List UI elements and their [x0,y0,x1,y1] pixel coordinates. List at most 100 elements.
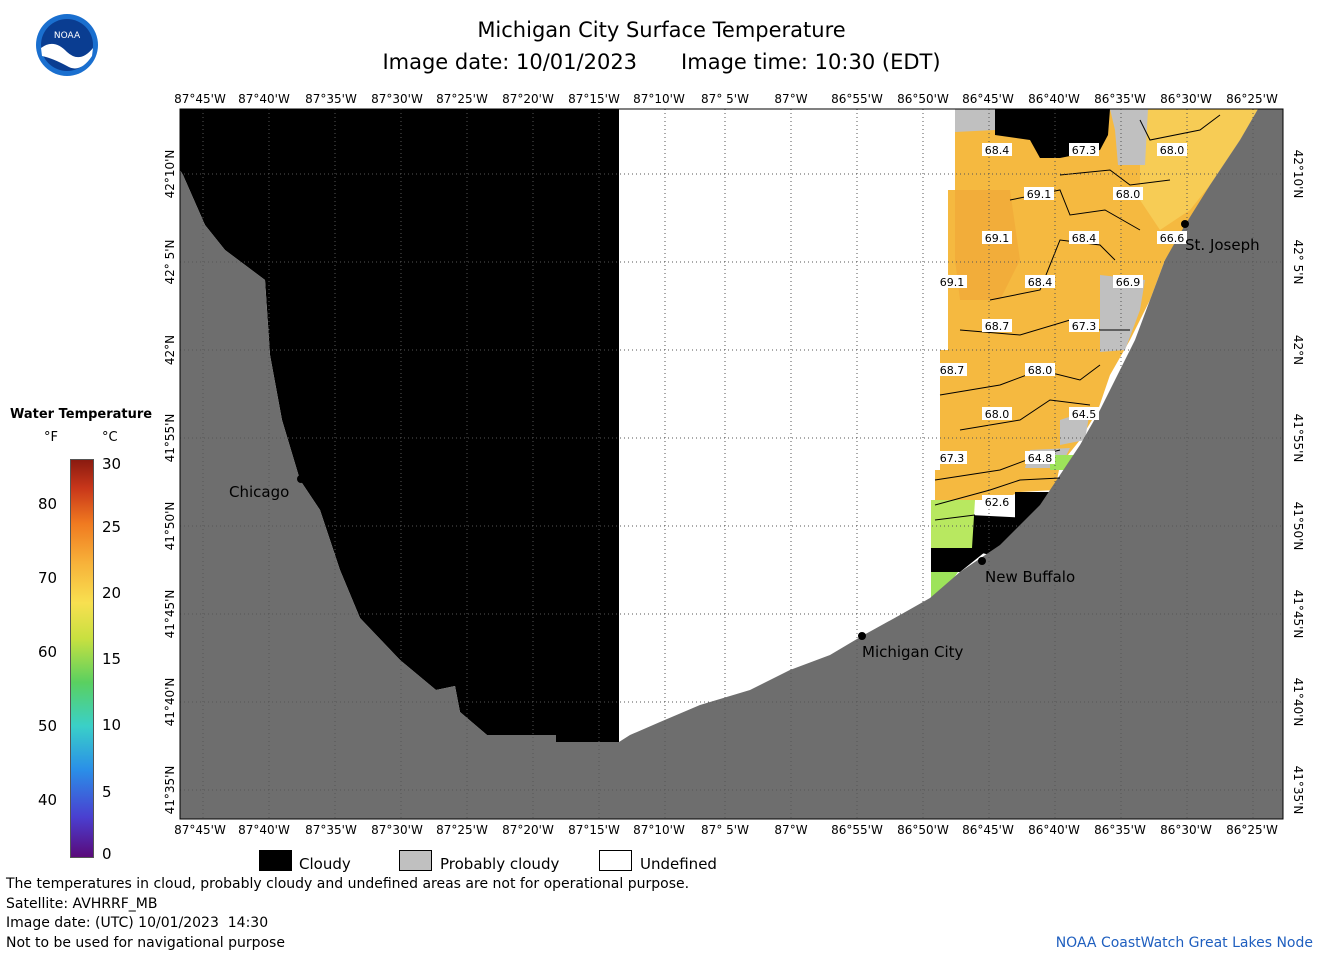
isotherm-label: 66.6 [1160,232,1185,245]
isotherm-label: 62.6 [985,496,1010,509]
scale-tick-c: 25 [102,518,122,536]
isotherm-label: 68.0 [1116,188,1141,201]
lon-label-bottom: 87°W [774,823,807,837]
image-time: Image time: 10:30 (EDT) [681,50,941,74]
cool-water-region [931,500,975,548]
lat-label-right: 41°55'N [1291,414,1305,463]
scale-tick-c: 5 [102,783,112,801]
scale-tick-c: 0 [102,845,112,863]
lat-label-right: 41°45'N [1291,590,1305,639]
cloudy-region-west [180,109,619,742]
lat-label-right: 41°50'N [1291,502,1305,551]
lon-label: 86°55'W [831,92,883,106]
lon-label: 87°45'W [174,92,226,106]
lon-label: 87°30'W [371,92,423,106]
scale-unit-c: °C [102,430,118,445]
lat-label-right: 41°40'N [1291,678,1305,727]
isotherm-label: 64.5 [1072,408,1097,421]
lat-label: 41°35'N [163,766,177,815]
land [180,109,1283,819]
footer-credit: NOAA CoastWatch Great Lakes Node [1055,935,1313,951]
lon-label: 87°20'W [502,92,554,106]
lon-label: 87°35'W [305,92,357,106]
lat-label: 42°10'N [163,150,177,199]
scale-tick-f: 80 [38,495,58,513]
lon-label-bottom: 86°35'W [1094,823,1146,837]
scale-tick-f: 70 [38,569,58,587]
lon-label: 87°W [774,92,807,106]
scale-title: Water Temperature [10,407,153,422]
lon-label-bottom: 86°50'W [897,823,949,837]
lat-label: 41°45'N [163,590,177,639]
lon-label-bottom: 86°40'W [1028,823,1080,837]
lon-label: 86°35'W [1094,92,1146,106]
lon-label-bottom: 87° 5'W [701,823,749,837]
lon-label-bottom: 87°35'W [305,823,357,837]
lon-label-bottom: 87°20'W [502,823,554,837]
lon-label-bottom: 86°25'W [1226,823,1278,837]
isotherm-label: 67.3 [940,452,965,465]
key-cloudy-swatch [259,850,292,871]
isotherm-label: 68.0 [1028,364,1053,377]
map-title: Michigan City Surface Temperature [477,18,846,42]
footer-utc-date: Image date: (UTC) 10/01/2023 14:30 [6,915,269,931]
city-label-st-joseph: St. Joseph [1185,236,1260,254]
footer-satellite: Satellite: AVHRRF_MB [6,896,158,912]
lat-label: 41°40'N [163,678,177,727]
key-undefined-label: Undefined [640,855,717,873]
isotherm-label: 68.4 [985,144,1010,157]
isotherm-label: 67.3 [1072,144,1097,157]
lon-label: 87°25'W [436,92,488,106]
lon-label-bottom: 87°10'W [633,823,685,837]
city-label-chicago: Chicago [229,483,289,501]
lat-label-right: 42°10'N [1291,150,1305,199]
isotherm-label: 69.1 [940,276,965,289]
lon-label: 87°40'W [238,92,290,106]
scale-unit-f: °F [44,430,58,445]
lat-label-right: 42°N [1291,335,1305,365]
lat-label: 42°N [163,335,177,365]
scale-tick-c: 10 [102,716,122,734]
isotherm-label: 68.0 [985,408,1010,421]
lon-label-bottom: 86°55'W [831,823,883,837]
lat-label: 41°55'N [163,414,177,463]
lon-label: 86°50'W [897,92,949,106]
lon-label-bottom: 87°25'W [436,823,488,837]
lon-label: 87°15'W [568,92,620,106]
image-datetime: Image date: 10/01/2023 Image time: 10:30 … [0,50,1323,74]
isotherm-label: 68.4 [1072,232,1097,245]
lat-label-right: 41°35'N [1291,766,1305,815]
noaa-logo: NOAA [36,14,98,76]
lon-label: 87°10'W [633,92,685,106]
footer-navigation-note: Not to be used for navigational purpose [6,935,285,951]
color-scale-bar [70,459,94,858]
lat-label-right: 42° 5'N [1291,240,1305,285]
logo-text: NOAA [54,31,81,41]
isotherm-label: 66.9 [1116,276,1141,289]
lat-label: 41°50'N [163,502,177,551]
lon-label-bottom: 87°40'W [238,823,290,837]
lon-label: 87° 5'W [701,92,749,106]
key-probably-cloudy-swatch [399,850,432,871]
isotherm-label: 69.1 [985,232,1010,245]
isotherm-label: 68.7 [940,364,965,377]
key-cloudy-label: Cloudy [299,855,351,873]
scale-tick-c: 30 [102,455,122,473]
scale-tick-f: 60 [38,643,58,661]
lon-label-bottom: 86°30'W [1160,823,1212,837]
lon-label-bottom: 86°45'W [962,823,1014,837]
probably-cloudy-region [955,109,1000,132]
isotherm-label: 69.1 [1027,188,1052,201]
scale-tick-f: 50 [38,717,58,735]
isotherm-label: 64.8 [1028,452,1053,465]
lon-label: 86°45'W [962,92,1014,106]
isotherm-label: 67.3 [1072,320,1097,333]
lon-label: 86°30'W [1160,92,1212,106]
lon-label-bottom: 87°30'W [371,823,423,837]
city-label-michigan-city: Michigan City [862,643,964,661]
lon-label: 86°40'W [1028,92,1080,106]
lon-label-bottom: 87°15'W [568,823,620,837]
scale-tick-c: 20 [102,584,122,602]
lon-label-bottom: 87°45'W [174,823,226,837]
